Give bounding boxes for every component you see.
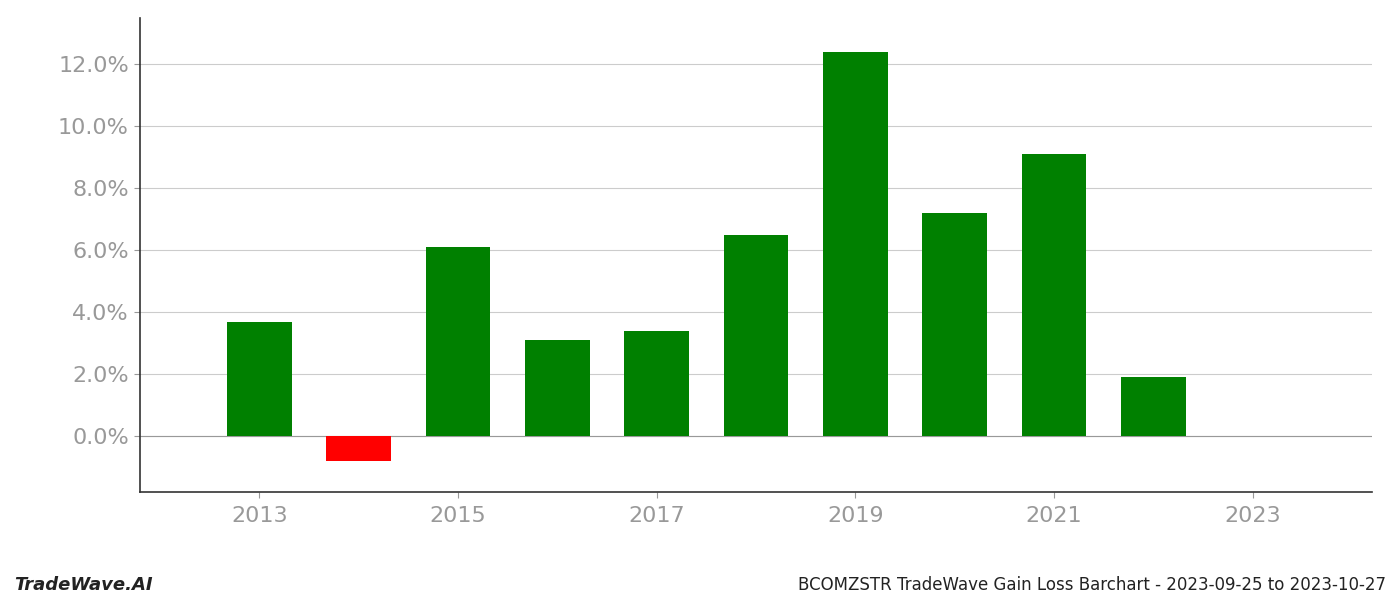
Bar <box>1121 377 1186 436</box>
Bar <box>923 213 987 436</box>
Bar <box>525 340 589 436</box>
Text: BCOMZSTR TradeWave Gain Loss Barchart - 2023-09-25 to 2023-10-27: BCOMZSTR TradeWave Gain Loss Barchart - … <box>798 576 1386 594</box>
Bar <box>426 247 490 436</box>
Bar <box>724 235 788 436</box>
Bar <box>823 52 888 436</box>
Bar <box>624 331 689 436</box>
Bar <box>1022 154 1086 436</box>
Text: TradeWave.AI: TradeWave.AI <box>14 576 153 594</box>
Bar <box>326 436 391 461</box>
Bar <box>227 322 291 436</box>
